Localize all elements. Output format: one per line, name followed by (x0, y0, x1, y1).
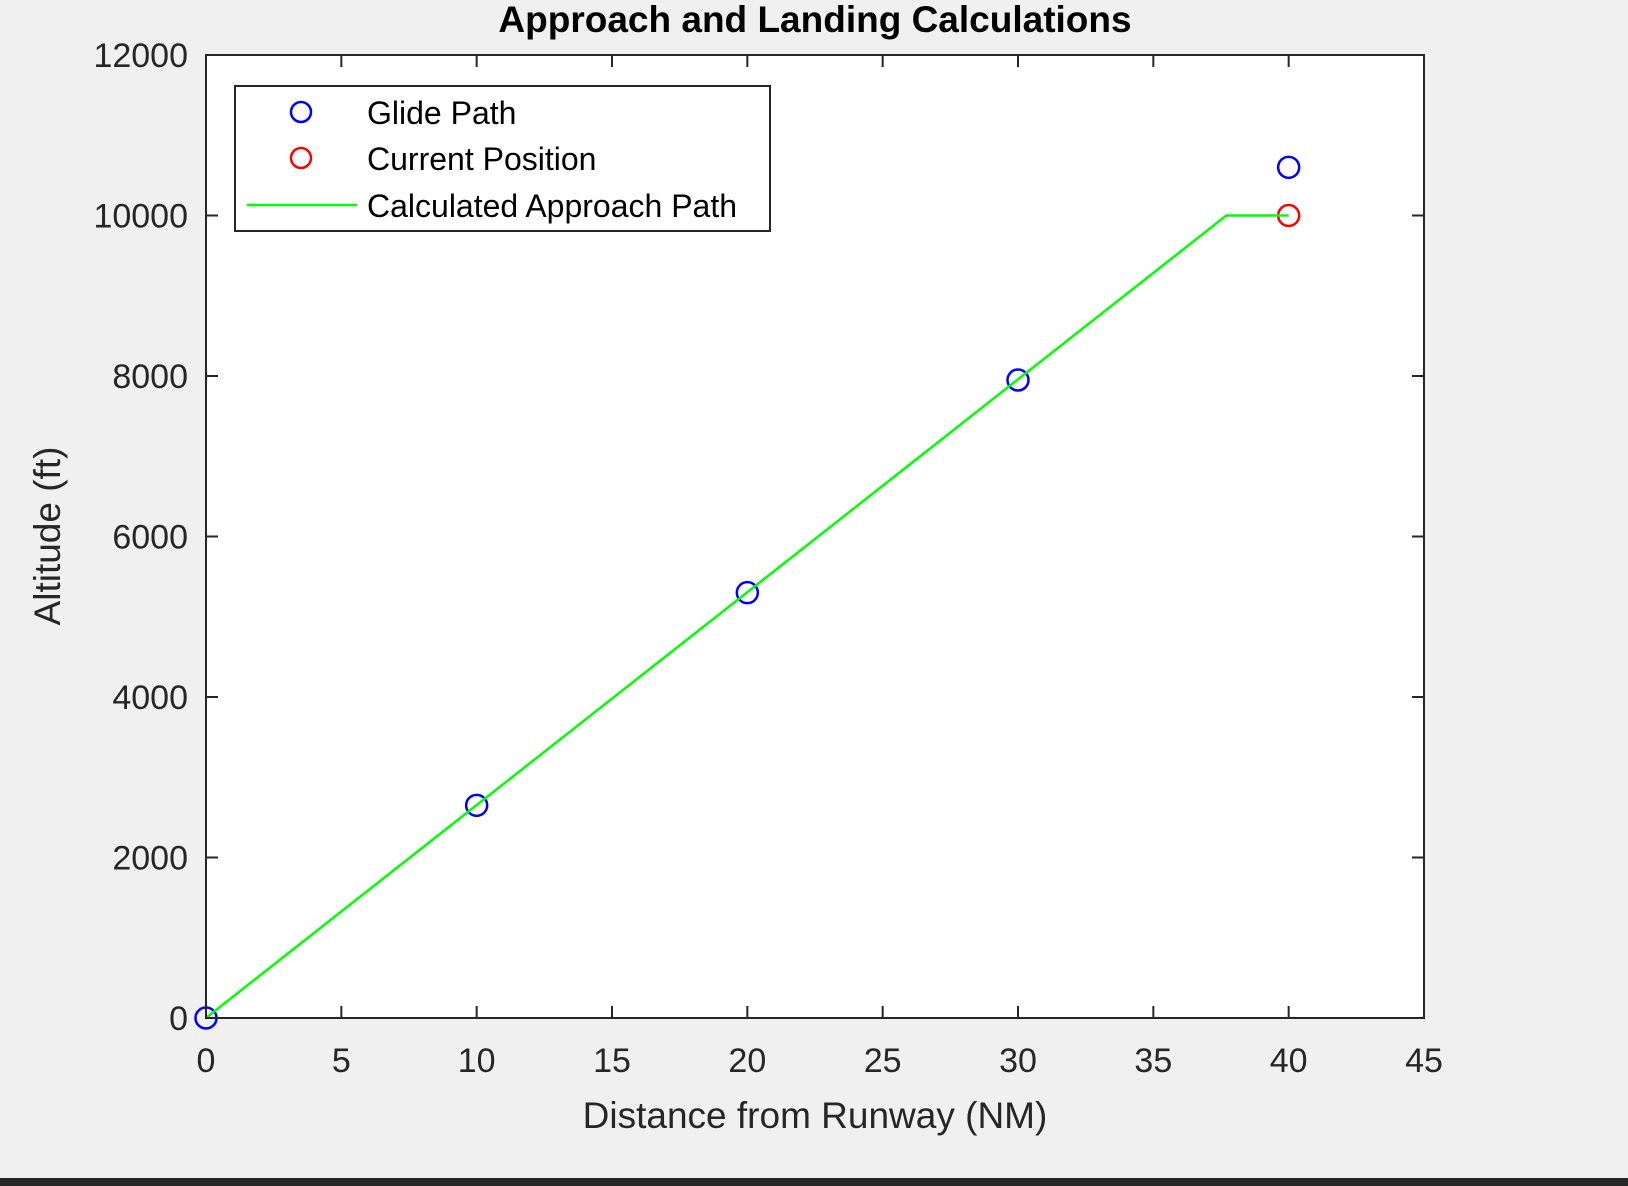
y-tick-label: 10000 (93, 198, 188, 236)
x-axis-label: Distance from Runway (NM) (583, 1095, 1048, 1136)
legend-glide-path-label: Glide Path (367, 95, 516, 131)
y-tick-label: 4000 (112, 679, 188, 717)
legend[interactable]: Glide Path Current Position Calculated A… (234, 85, 771, 232)
x-tick-label: 10 (458, 1042, 496, 1080)
glide-path-point (735, 580, 760, 605)
x-tick-label: 20 (728, 1042, 766, 1080)
legend-current-position-marker (289, 146, 313, 170)
y-tick-label: 12000 (93, 37, 188, 75)
legend-current-position-label: Current Position (367, 141, 596, 177)
y-tick-label: 8000 (112, 358, 188, 396)
glide-path-point (1276, 155, 1301, 180)
window-bottom-border (0, 1178, 1628, 1186)
y-tick-label: 2000 (112, 840, 188, 878)
y-tick-label: 6000 (112, 519, 188, 557)
x-tick-label: 5 (332, 1042, 351, 1080)
x-tick-label: 15 (593, 1042, 631, 1080)
x-tick-label: 40 (1270, 1042, 1308, 1080)
x-tick-label: 30 (999, 1042, 1037, 1080)
legend-box (234, 85, 771, 232)
legend-approach-path-label: Calculated Approach Path (367, 188, 737, 224)
calculated-approach-path-line (205, 214, 1289, 1019)
x-tick-label: 25 (864, 1042, 902, 1080)
glide-path-point (1006, 368, 1030, 392)
y-tick-label: 0 (169, 1000, 188, 1038)
x-tick-label: 45 (1405, 1042, 1443, 1080)
x-tick-labels: 0 5 10 15 20 25 30 35 40 45 (197, 1042, 1443, 1080)
axes-box (205, 54, 1425, 1019)
x-tick-label: 0 (197, 1042, 216, 1080)
y-tick-labels: 0 2000 4000 6000 8000 10000 12000 (93, 37, 188, 1038)
glide-path-point (464, 793, 489, 818)
chart-title: Approach and Landing Calculations (498, 0, 1131, 40)
legend-glide-path-marker (289, 100, 313, 124)
y-axis-label: Altitude (ft) (27, 447, 68, 626)
x-tick-label: 35 (1134, 1042, 1172, 1080)
